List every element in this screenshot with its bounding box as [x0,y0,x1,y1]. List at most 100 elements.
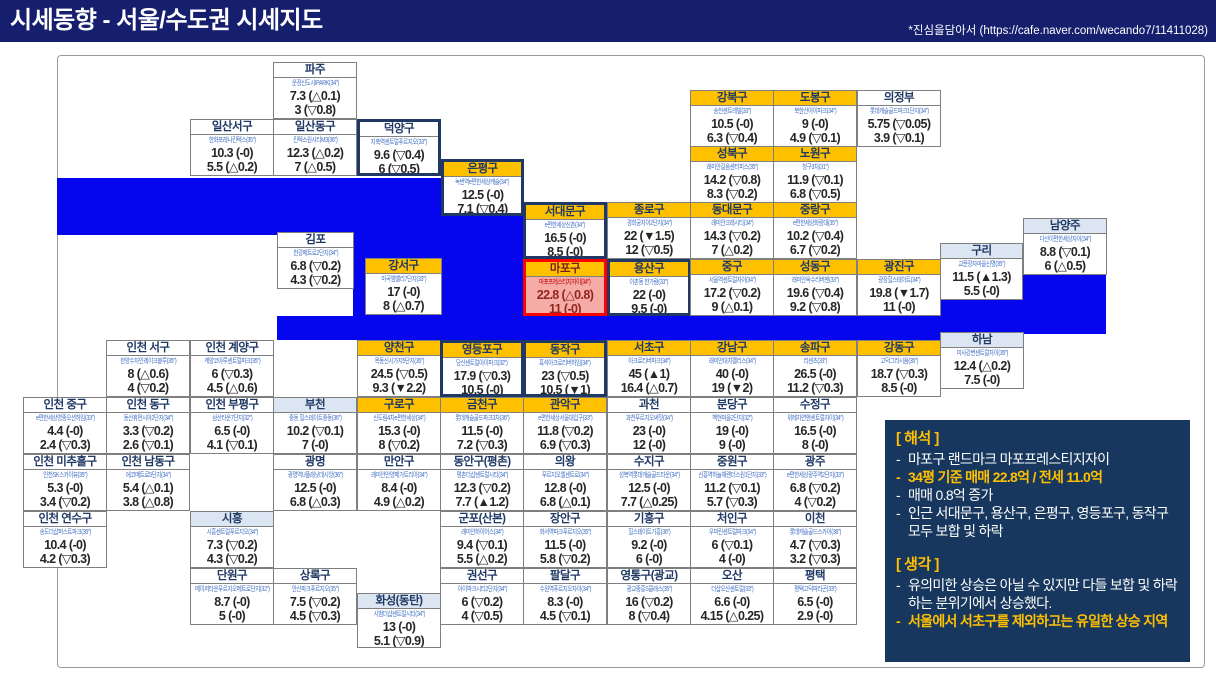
sale-price: 6.5 (-0) [214,424,250,438]
apartment-name: 고덕그라시움(35″) [880,358,918,365]
district-name: 광주 [774,455,856,470]
district-name: 강서구 [366,259,441,274]
sale-price: 6.8 (▽0.2) [789,481,841,495]
jeonse-price: 4.3 (▽0.2) [206,552,258,566]
district-name: 의정부 [858,91,940,106]
district-cell-관악구: 관악구 e편한세상서울대입구(33″) 11.8 (▽0.2) 6.9 (▽0.3) [523,397,607,454]
district-name: 동작구 [526,343,604,358]
sale-price: 6.8 (▽0.2) [290,259,341,273]
district-name: 광진구 [858,260,940,275]
jeonse-price: 3.8 (△0.8) [122,495,174,509]
jeonse-price: 4.5 (▽0.1) [539,609,591,623]
district-name: 금천구 [441,398,523,413]
jeonse-price: 9 (-0) [718,438,746,452]
district-name: 군포(산본) [441,512,523,527]
district-cell-인천 계양구: 인천 계양구 계양코아루센트럴파크(35″) 6 (▽0.3) 4.5 (△0.6) [190,340,274,397]
jeonse-price: 12 (-0) [632,438,666,452]
jeonse-price: 4.15 (△0.25) [700,609,764,623]
sale-price: 9 (-0) [801,117,829,131]
jeonse-price: 11 (-0) [883,300,916,314]
sale-price: 6.6 (-0) [714,595,750,609]
district-cell-중랑구: 중랑구 e편한세상화랑대(35″) 10.2 (▽0.4) 6.7 (▽0.2) [773,202,857,259]
district-name: 덕양구 [360,122,438,137]
jeonse-price: 4.9 (△0.2) [373,495,425,509]
sale-price: 6 (▽0.1) [711,538,754,552]
jeonse-price: 2.9 (-0) [797,609,833,623]
district-name: 동대문구 [691,203,773,218]
jeonse-price: 16.4 (△0.7) [620,381,678,395]
apartment-name: 운정신도시IPARK(34″) [291,80,339,87]
district-cell-장안구: 장안구 화서역파크푸르지오(35″) 11.5 (-0) 5.8 (▽0.2) [523,511,607,568]
jeonse-price: 3 (▽0.8) [294,103,337,117]
apartment-name: 리센츠(33″) [803,358,827,365]
apartment-name: 목동신시가지5단지(35″) [374,358,424,365]
district-name: 팔달구 [524,569,606,584]
district-name: 광명 [274,455,356,470]
bullet-dash: - [896,613,901,630]
district-cell-의왕: 의왕 푸르지오엘센트로(34″) 12.8 (-0) 6.8 (△0.1) [523,454,607,511]
jeonse-price: 6.3 (▽0.4) [706,131,758,145]
district-name: 구로구 [358,398,440,413]
district-cell-덕양구: 덕양구 지축역센트럴푸르지오(33″) 9.6 (▽0.4) 6 (▽0.5) [357,119,441,176]
bullet-dash: - [896,486,901,503]
jeonse-price: 6 (-0) [635,552,663,566]
sale-price: 12.5 (-0) [294,481,336,495]
bullet-dash: - [896,505,901,522]
jeonse-price: 4.1 (▽0.1) [206,438,258,452]
apartment-name: 위례자연앤센트럴자이(34″) [786,415,844,422]
district-cell-성동구: 성동구 래미안옥수리버젠(33″) 19.6 (▽0.4) 9.2 (▽0.8) [773,259,857,316]
apartment-name: 래미안크레시티(34″) [710,220,754,227]
analysis-list: - 마포구 랜드마크 마포프레스티지자이 -34평 기준 매매 22.8억 / 전세… [896,450,1179,541]
bullet-dash: - [896,450,901,467]
sale-price: 40 (-0) [715,367,749,381]
district-cell-수정구: 수정구 위례자연앤센트럴자이(34″) 16.5 (-0) 8 (-0) [773,397,857,454]
apartment-name: 녹번역e편한세상캐슬(34″) [455,179,510,186]
jeonse-price: 7.7 (△0.25) [620,495,678,509]
jeonse-price: 8 (△0.7) [383,299,425,313]
district-name: 인천 서구 [107,341,189,356]
district-name: 중구 [691,260,773,275]
sale-price: 6 (▽0.2) [461,595,504,609]
jeonse-price: 8.5 (-0) [881,381,917,395]
district-name: 단원구 [191,569,273,584]
district-cell-구리: 구리 교문장자마을신명(35″) 11.5 (▲1.3) 5.5 (-0) [940,243,1023,300]
sale-price: 16.5 (-0) [794,424,836,438]
district-cell-군포(산본): 군포(산본) 래미안하이어스(34″) 9.4 (▽0.1) 5.5 (△0.2) [440,511,524,568]
jeonse-price: 4 (▽0.2) [127,381,170,395]
jeonse-price: 9.3 (▼2.2) [372,381,427,395]
sale-price: 11.5 (-0) [461,424,503,438]
sale-price: 17.9 (▽0.3) [453,369,511,383]
source-credit: *진심을담아서 (https://cafe.naver.com/wecando7… [908,25,1208,37]
apartment-name: 아크로리버파크(34″) [627,358,671,365]
sale-price: 12.4 (△0.2) [953,359,1011,373]
apartment-name: 아이파크시티2단지(34″) [457,586,507,593]
district-name: 인천 미추홀구 [24,455,106,470]
district-name: 중원구 [691,455,773,470]
district-name: 중랑구 [774,203,856,218]
sale-price: 6 (▽0.3) [211,367,254,381]
sale-price: 24.5 (▽0.5) [370,367,428,381]
analysis-item-text: 마포구 랜드마크 마포프레스티지자이 [908,450,1110,467]
sale-price: 45 (▲1) [628,367,670,381]
jeonse-price: 7 (△0.2) [711,243,754,257]
district-cell-은평구: 은평구 녹번역e편한세상캐슬(34″) 12.5 (-0) 7.1 (▽0.4) [441,159,524,216]
sale-price: 26.5 (-0) [794,367,836,381]
district-cell-김포: 김포 한강메트로2단지(34″) 6.8 (▽0.2) 4.3 (▽0.2) [277,232,354,289]
thought-item: - 유의미한 상승은 아닐 수 있지만 다들 보합 및 하락하는 분위기에서 상승… [896,576,1179,612]
thought-item-text: 서울에서 서초구를 제외하고는 유일한 상승 지역 [908,613,1168,630]
jeonse-price: 2.4 (▽0.3) [39,438,91,452]
han-river-segment [1023,275,1106,334]
jeonse-price: 8 (▽0.2) [378,438,421,452]
apartment-name: 평촌더샵센트럴시티(34″) [456,472,508,479]
jeonse-price: 5.7 (▽0.3) [706,495,758,509]
district-name: 인천 남동구 [107,455,189,470]
sale-price: 8.3 (-0) [547,595,583,609]
jeonse-price: 3.4 (▽0.2) [39,495,91,509]
district-name: 서대문구 [526,205,604,220]
analysis-title: [ 해석 ] [896,430,939,447]
district-name: 마포구 [526,262,604,277]
district-name: 영통구(광교) [608,569,690,584]
apartment-name: 과천푸르지오써밋(34″) [625,415,673,422]
jeonse-price: 8 (-0) [801,438,829,452]
district-cell-오산: 오산 더샵오산센트럴(33″) 6.6 (-0) 4.15 (△0.25) [690,568,774,625]
